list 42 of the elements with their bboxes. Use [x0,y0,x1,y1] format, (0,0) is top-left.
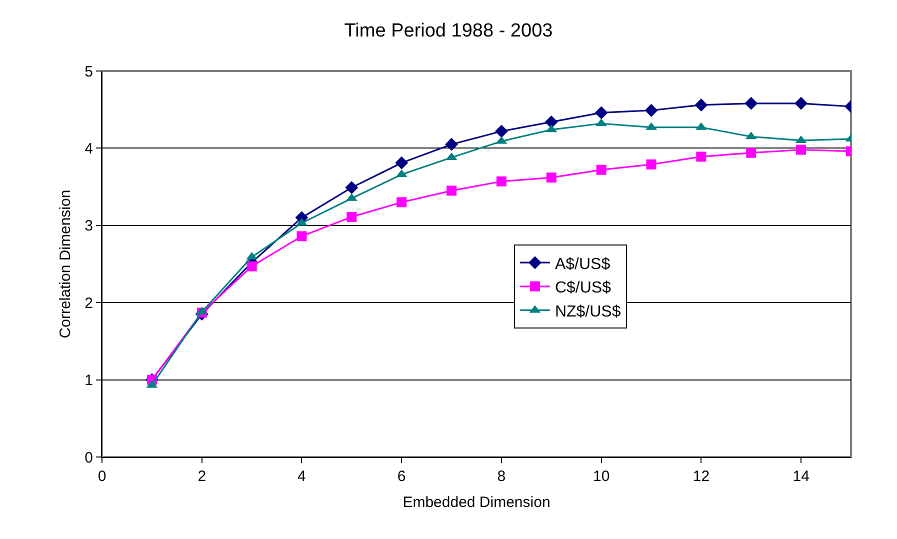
x-tick-label: 12 [692,468,710,485]
point [296,231,307,242]
y-tick-label: 0 [84,449,93,466]
point [445,138,458,151]
point [644,104,658,117]
point [496,176,506,186]
point [544,115,558,128]
x-tick-label: 10 [592,468,610,485]
point [345,181,358,194]
point [346,212,357,222]
point [494,124,508,138]
point [246,261,257,272]
point [594,106,608,120]
point [546,172,556,183]
x-tick-label: 8 [497,468,506,485]
point [446,186,457,196]
x-tick-label: 0 [98,468,106,485]
point [596,164,606,175]
point [794,96,808,110]
point [796,144,806,155]
point [396,197,407,208]
chart-title: Time Period 1988 - 2003 [344,20,553,42]
y-axis-title: Correlation Dimension [56,190,74,338]
y-tick-label: 1 [84,372,93,390]
point [744,96,758,110]
legend-label: C$/US$ [554,280,612,297]
point [746,148,756,158]
x-tick-label: 14 [792,468,810,485]
x-axis-title: Embedded Dimension [402,494,550,511]
legend-label: NZ$/US$ [554,303,621,320]
legend-label: A$/US$ [554,256,610,273]
point [696,152,706,162]
y-tick-label: 2 [84,294,93,312]
point [646,159,656,170]
x-tick-label: 4 [298,468,306,485]
point [395,156,408,170]
y-tick-label: 5 [84,63,93,80]
y-tick-label: 3 [84,218,93,235]
x-tick-label: 6 [397,468,406,485]
x-tick-label: 2 [198,468,206,485]
y-tick-label: 4 [84,140,93,158]
point [694,98,708,112]
